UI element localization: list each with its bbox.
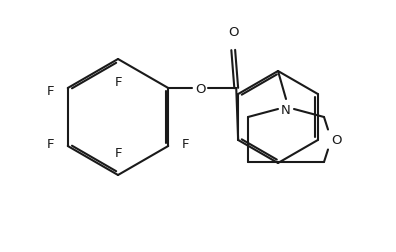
Text: F: F	[182, 138, 190, 151]
Text: F: F	[46, 138, 54, 151]
Text: O: O	[228, 26, 238, 39]
Text: F: F	[46, 84, 54, 97]
Text: N: N	[281, 103, 291, 116]
Text: O: O	[331, 134, 341, 146]
Text: F: F	[114, 146, 122, 159]
Text: O: O	[195, 82, 206, 95]
Text: F: F	[114, 76, 122, 89]
